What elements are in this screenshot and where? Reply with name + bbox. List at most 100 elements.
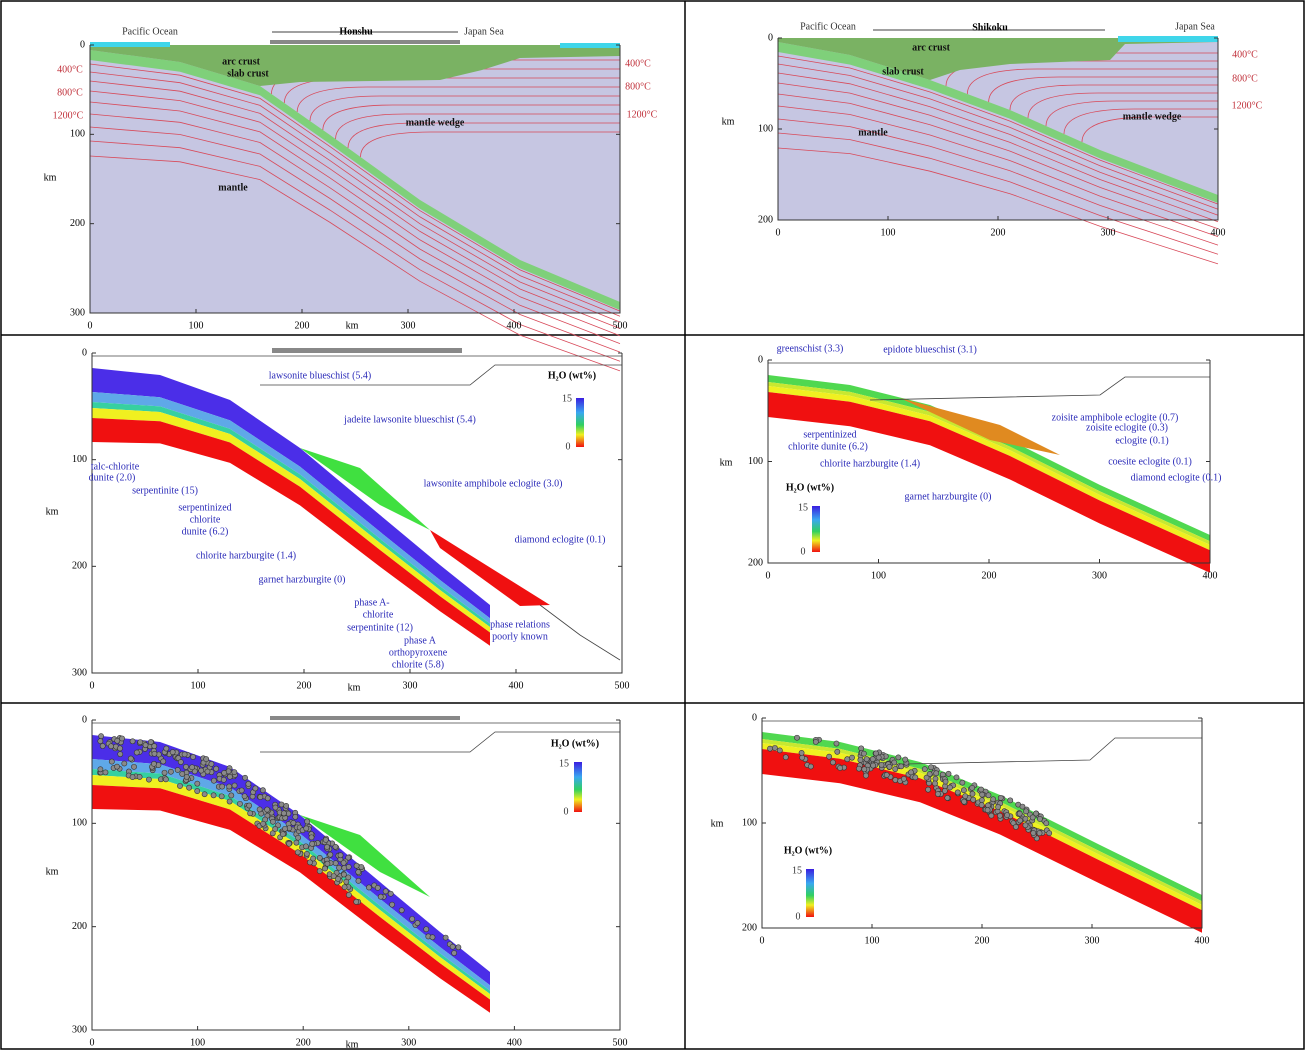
hypocentre <box>979 802 984 807</box>
hypocentre <box>98 739 103 744</box>
hypocentre <box>838 765 843 770</box>
hypocentre <box>170 749 175 754</box>
hypocentre <box>151 761 156 766</box>
annotation: mantle <box>858 127 888 138</box>
hypocentre <box>322 866 327 871</box>
hypocentre <box>443 935 448 940</box>
annotation: phase relations <box>490 619 550 630</box>
annotation: 15 <box>559 758 569 769</box>
hypocentre <box>317 855 322 860</box>
hypocentre <box>195 781 200 786</box>
hypocentre <box>970 791 975 796</box>
hypocentre <box>270 819 275 824</box>
hypocentre <box>333 844 338 849</box>
annotation: slab crust <box>227 68 269 79</box>
x-tick-label: 300 <box>1101 227 1116 238</box>
x-tick-label: 200 <box>297 680 312 691</box>
hypocentre <box>220 784 225 789</box>
annotation: 1200°C <box>1232 100 1263 111</box>
hypocentre <box>177 783 182 788</box>
hypocentre <box>163 777 168 782</box>
hypocentre <box>834 741 839 746</box>
y-tick-label: 100 <box>742 817 757 828</box>
hypocentre <box>1037 831 1042 836</box>
annotation: 400°C <box>57 64 83 75</box>
hypocentre <box>293 814 298 819</box>
annotation: Japan Sea <box>1175 21 1215 32</box>
hypocentre <box>862 767 867 772</box>
x-tick-label: 0 <box>88 320 93 331</box>
annotation: orthopyroxene <box>389 647 448 658</box>
hypocentre <box>945 795 950 800</box>
hypocentre <box>985 808 990 813</box>
hypocentre <box>947 785 952 790</box>
hypocentre <box>195 788 200 793</box>
hypocentre <box>325 861 330 866</box>
x-tick-label: 200 <box>982 570 997 581</box>
hypocentre <box>305 819 310 824</box>
annotation: 800°C <box>57 87 83 98</box>
land-bar <box>270 40 460 44</box>
hypocentre <box>1023 823 1028 828</box>
annotation: Pacific Ocean <box>122 26 178 37</box>
annotation: Japan Sea <box>464 26 504 37</box>
hypocentre <box>219 794 224 799</box>
annotation: 800°C <box>625 81 651 92</box>
y-tick-label: 200 <box>72 561 87 572</box>
hypocentre <box>190 754 195 759</box>
x-tick-label: 500 <box>613 1037 628 1048</box>
hypocentre <box>122 761 127 766</box>
hypocentre <box>767 746 772 751</box>
annotation: talc-chlorite <box>91 461 140 472</box>
hypocentre <box>114 764 119 769</box>
x-tick-label: 400 <box>507 320 522 331</box>
x-axis-label: km <box>346 1039 359 1050</box>
hypocentre <box>424 927 429 932</box>
hypocentre <box>961 799 966 804</box>
hypocentre <box>998 795 1003 800</box>
hypocentre <box>1030 815 1035 820</box>
hypocentre <box>232 783 237 788</box>
y-tick-label: 0 <box>82 347 87 358</box>
x-tick-label: 0 <box>766 570 771 581</box>
annotation: serpentinized <box>178 502 231 513</box>
hypocentre <box>199 768 204 773</box>
hypocentre <box>908 770 913 775</box>
y-axis-label: km <box>722 116 735 127</box>
hypocentre <box>227 774 232 779</box>
hypocentre <box>182 752 187 757</box>
y-tick-label: 200 <box>742 922 757 933</box>
y-tick-label: 0 <box>758 354 763 365</box>
annotation: 800°C <box>1232 73 1258 84</box>
hypocentre <box>257 807 262 812</box>
annotation: 0 <box>796 911 801 922</box>
annotation: Shikoku <box>972 22 1008 33</box>
hypocentre <box>295 850 300 855</box>
hypocentre <box>924 775 929 780</box>
hypocentre <box>772 745 777 750</box>
hypocentre <box>162 770 167 775</box>
y-tick-label: 100 <box>748 456 763 467</box>
hypocentre <box>229 793 234 798</box>
x-tick-label: 400 <box>509 680 524 691</box>
hypocentre <box>932 781 937 786</box>
hypocentre <box>1013 824 1018 829</box>
hypocentre <box>845 757 850 762</box>
y-axis-label: km <box>46 866 59 877</box>
hypocentre <box>884 772 889 777</box>
hypocentre <box>378 894 383 899</box>
y-tick-label: 200 <box>70 218 85 229</box>
hypocentre <box>1037 816 1042 821</box>
hypocentre <box>209 761 214 766</box>
hypocentre <box>336 865 341 870</box>
color-scale <box>574 762 582 812</box>
hypocentre <box>128 756 133 761</box>
hypocentre <box>309 835 314 840</box>
hypocentre <box>871 763 876 768</box>
annotation: 15 <box>562 393 572 404</box>
x-axis-label: km <box>348 682 361 693</box>
hypocentre <box>1031 830 1036 835</box>
hypocentre <box>273 826 278 831</box>
annotation: chlorite dunite (6.2) <box>788 441 868 452</box>
hypocentre <box>202 792 207 797</box>
